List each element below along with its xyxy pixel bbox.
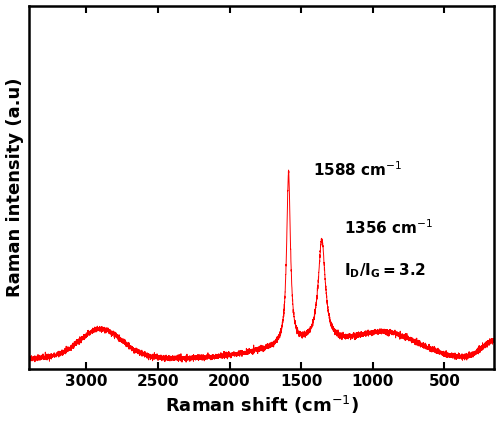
Text: 1588 cm$^{-1}$: 1588 cm$^{-1}$	[312, 160, 402, 179]
X-axis label: Raman shift (cm$^{-1}$): Raman shift (cm$^{-1}$)	[165, 394, 359, 417]
Text: $\mathregular{I_D/I_G=3.2}$: $\mathregular{I_D/I_G=3.2}$	[344, 261, 426, 280]
Text: 1356 cm$^{-1}$: 1356 cm$^{-1}$	[344, 219, 434, 237]
Y-axis label: Raman intensity (a.u): Raman intensity (a.u)	[6, 78, 24, 297]
